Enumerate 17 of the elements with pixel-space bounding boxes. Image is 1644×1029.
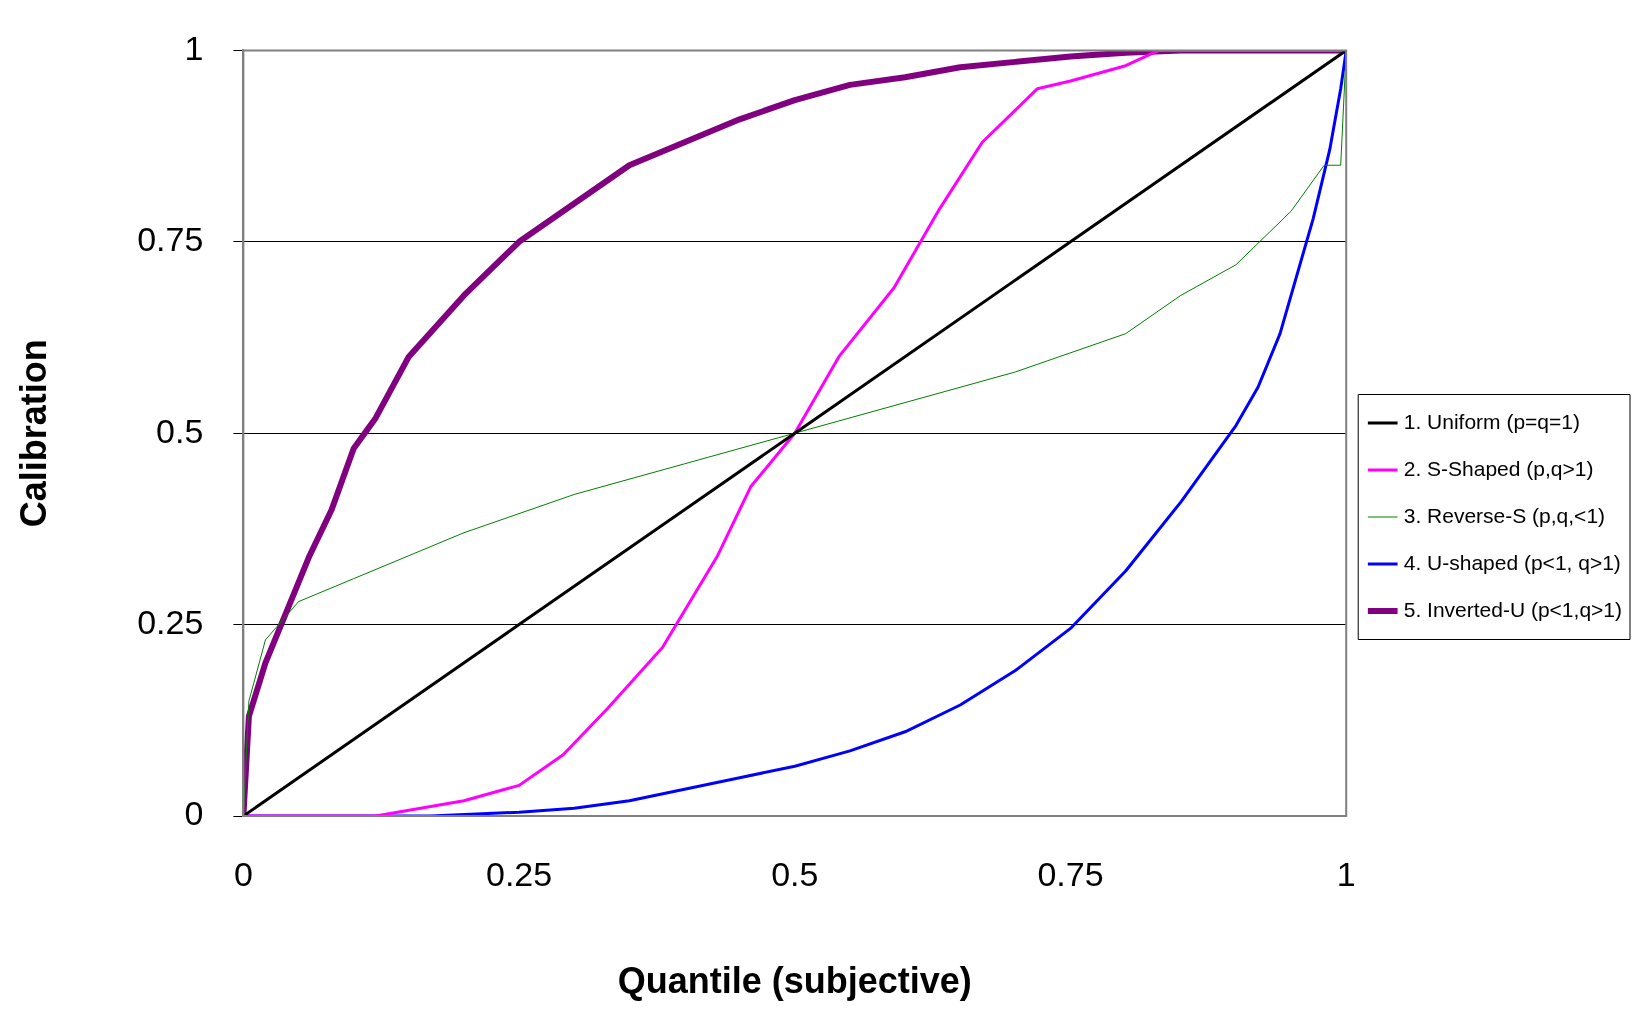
legend-label: 1. Uniform (p=q=1) (1403, 409, 1580, 433)
y-tick-label: 0.5 (156, 411, 204, 450)
y-tick-label: 1 (184, 28, 204, 67)
legend-label: 4. U-shaped (p<1, q>1) (1403, 550, 1621, 574)
legend-label: 5. Inverted-U (p<1,q>1) (1403, 597, 1623, 621)
y-tick-label: 0.75 (137, 220, 204, 259)
y-tick-label: 0.25 (137, 602, 204, 641)
legend-label: 2. S-Shaped (p,q>1) (1403, 456, 1594, 480)
legend-label: 3. Reverse-S (p,q,<1) (1403, 503, 1606, 527)
y-axis-title: Calibration (12, 339, 54, 528)
x-axis-title: Quantile (subjective) (617, 960, 972, 1002)
x-tick-label: 0.5 (771, 854, 819, 893)
x-tick-label: 0 (233, 854, 253, 893)
x-tick-label: 0.75 (1037, 854, 1104, 893)
y-tick-label: 0 (184, 794, 204, 833)
x-tick-label: 1 (1336, 854, 1356, 893)
x-tick-label: 0.25 (485, 854, 553, 893)
